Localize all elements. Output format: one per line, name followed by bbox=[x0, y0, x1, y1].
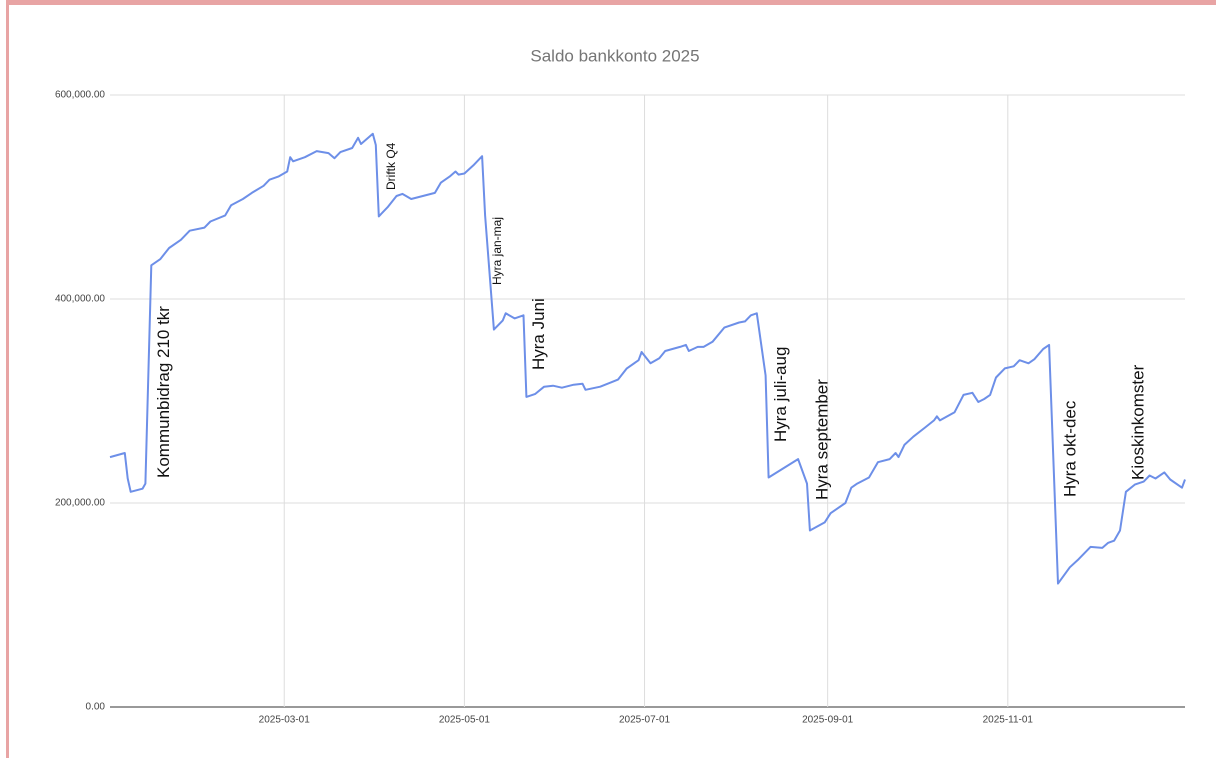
chart-title: Saldo bankkonto 2025 bbox=[530, 46, 699, 65]
annotation: Hyra Juni bbox=[529, 298, 548, 370]
annotation: Kioskinkomster bbox=[1128, 364, 1147, 480]
annotation: Driftk Q4 bbox=[384, 142, 398, 190]
annotation: Hyra okt-dec bbox=[1060, 400, 1079, 497]
annotation: Hyra juli-aug bbox=[771, 347, 790, 442]
y-tick-label: 0.00 bbox=[86, 702, 106, 713]
x-tick-label: 2025-05-01 bbox=[439, 715, 491, 726]
x-tick-label: 2025-03-01 bbox=[259, 715, 311, 726]
y-tick-label: 200,000.00 bbox=[55, 498, 105, 509]
annotation: Hyra jan-maj bbox=[490, 217, 504, 285]
frame bbox=[6, 0, 1216, 758]
annotation: Hyra september bbox=[812, 379, 831, 500]
x-tick-label: 2025-07-01 bbox=[619, 715, 671, 726]
annotation: Kommunbidrag 210 tkr bbox=[154, 306, 173, 478]
y-tick-label: 600,000.00 bbox=[55, 90, 105, 101]
x-tick-label: 2025-09-01 bbox=[802, 715, 854, 726]
y-tick-label: 400,000.00 bbox=[55, 294, 105, 305]
line bbox=[109, 132, 1186, 585]
x-tick-label: 2025-11-01 bbox=[983, 715, 1034, 726]
